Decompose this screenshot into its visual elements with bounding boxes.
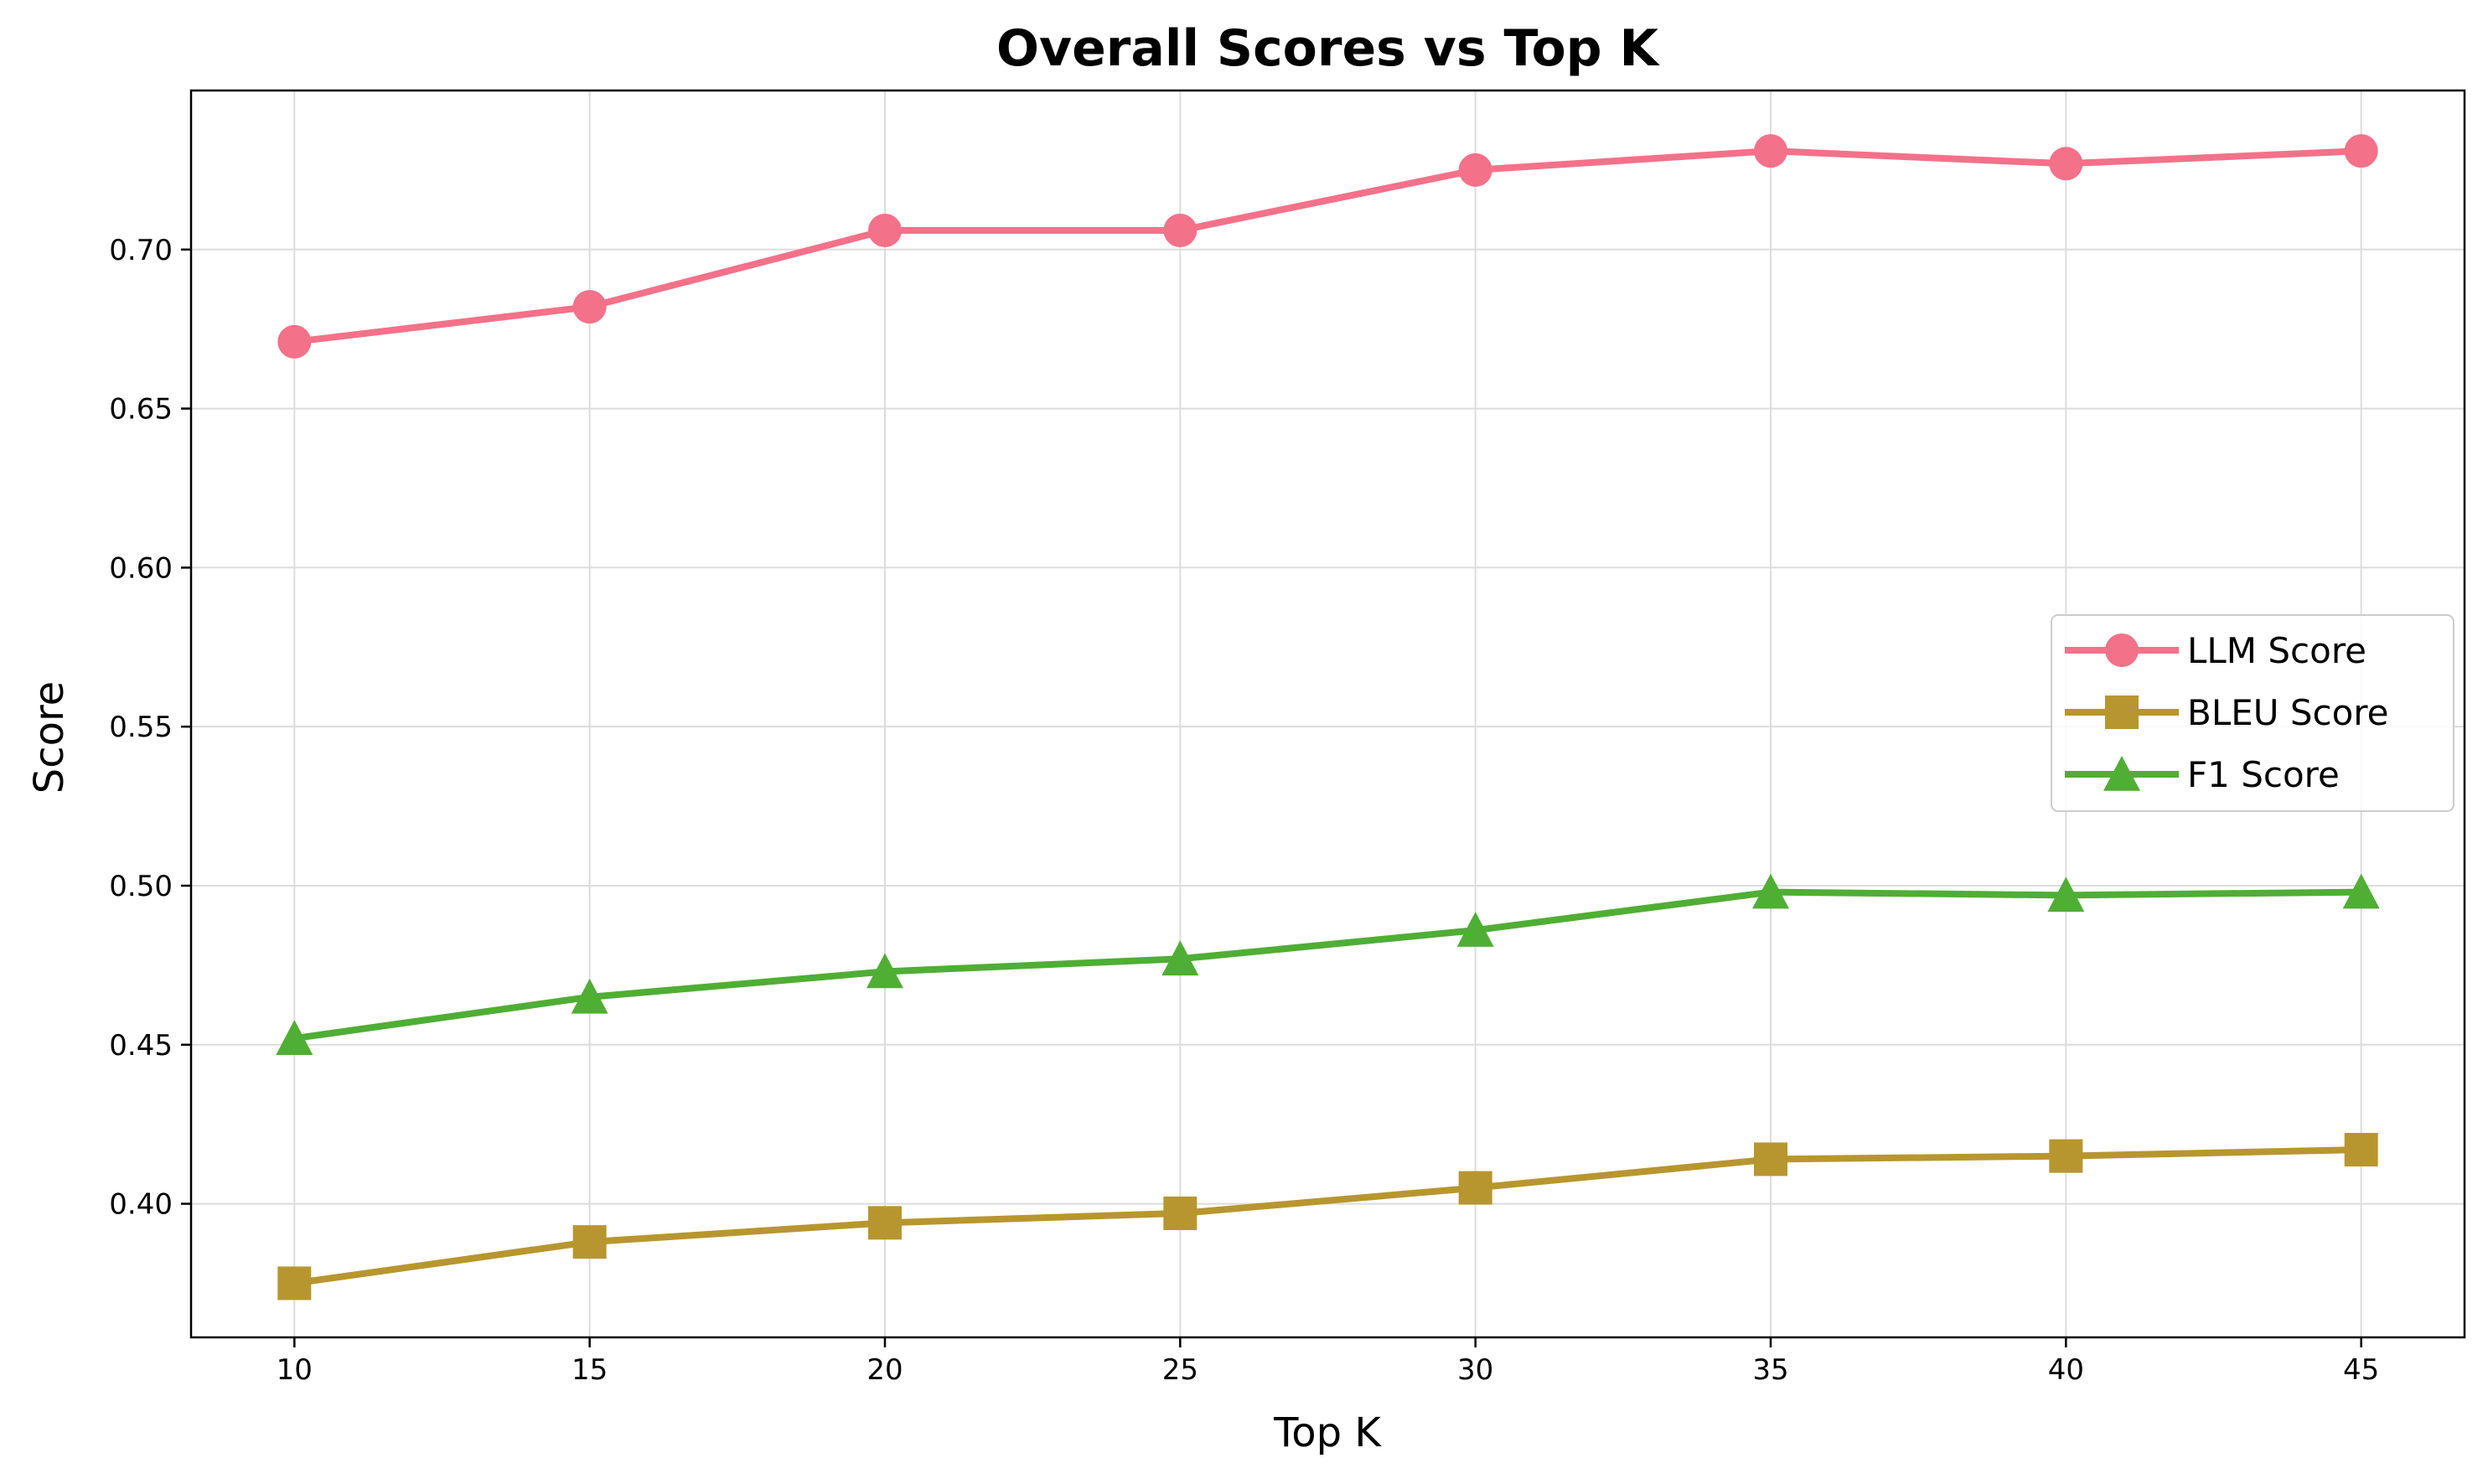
legend-marker [2105,633,2139,667]
x-tick-label: 40 [2048,1353,2084,1387]
x-tick-label: 45 [2343,1353,2379,1387]
y-tick-label: 0.60 [109,551,173,585]
legend-label: LLM Score [2187,630,2366,671]
data-point-bleu-score [2049,1139,2083,1173]
chart-title: Overall Scores vs Top K [996,19,1661,78]
data-point-bleu-score [867,1206,902,1240]
data-point-f1-score [2047,876,2085,913]
data-point-f1-score [2342,873,2380,909]
legend-item-bleu-score: BLEU Score [2065,692,2388,733]
legend-label: BLEU Score [2187,692,2388,733]
y-tick-label: 0.70 [109,234,173,267]
data-point-f1-score [866,953,903,989]
series-line-llm-score [291,147,2365,345]
x-tick-label: 30 [1457,1353,1493,1387]
data-point-f1-score [1752,873,1790,909]
legend-item-f1-score: F1 Score [2065,754,2340,795]
data-point-bleu-score [1163,1196,1197,1230]
y-tick-label: 0.50 [109,870,173,903]
data-point-bleu-score [572,1225,607,1259]
x-tick-label: 20 [866,1353,903,1387]
data-point-f1-score [571,978,608,1014]
data-point-llm-score [572,290,607,324]
y-tick-label: 0.40 [109,1188,173,1222]
data-point-llm-score [277,324,312,359]
legend-item-llm-score: LLM Score [2065,630,2366,671]
data-point-llm-score [867,214,902,248]
series-layer [276,134,2380,1300]
grid-lines [191,90,2465,1337]
y-axis-label: Score [26,681,73,794]
legend-marker [2105,695,2139,729]
series-llm-score [277,134,2378,359]
legend: LLM Score BLEU Score F1 Score [2051,614,2454,812]
series-f1-score [276,873,2380,1055]
plot-frame [189,89,2466,1339]
data-point-llm-score [2049,147,2083,181]
x-tick-label: 25 [1162,1353,1198,1387]
data-point-llm-score [2344,134,2378,168]
y-axis-ticks: 0.40 0.45 0.50 0.55 0.60 0.65 0.70 [109,234,191,1222]
series-line-bleu-score [291,1146,2365,1287]
data-point-f1-score [276,1020,313,1055]
y-tick-label: 0.65 [109,393,173,427]
data-point-bleu-score [2344,1133,2378,1167]
x-tick-label: 15 [572,1353,608,1387]
data-point-llm-score [1754,134,1788,168]
data-point-f1-score [1456,912,1494,947]
x-tick-label: 10 [277,1353,313,1387]
legend-marker [2103,756,2140,791]
x-axis-label: Top K [1273,1409,1382,1456]
series-line-f1-score [291,888,2365,1042]
data-point-f1-score [1161,940,1199,976]
data-point-bleu-score [1458,1171,1492,1205]
legend-label: F1 Score [2187,754,2340,795]
series-bleu-score [277,1133,2378,1300]
data-point-bleu-score [277,1266,312,1300]
data-point-llm-score [1458,153,1492,187]
x-axis-ticks: 10 15 20 25 30 35 40 45 [277,1337,2379,1387]
y-tick-label: 0.55 [109,711,173,744]
data-point-bleu-score [1754,1142,1788,1176]
legend-box [2051,614,2454,812]
data-point-llm-score [1163,214,1197,248]
y-tick-label: 0.45 [109,1029,173,1063]
x-tick-label: 35 [1752,1353,1788,1387]
